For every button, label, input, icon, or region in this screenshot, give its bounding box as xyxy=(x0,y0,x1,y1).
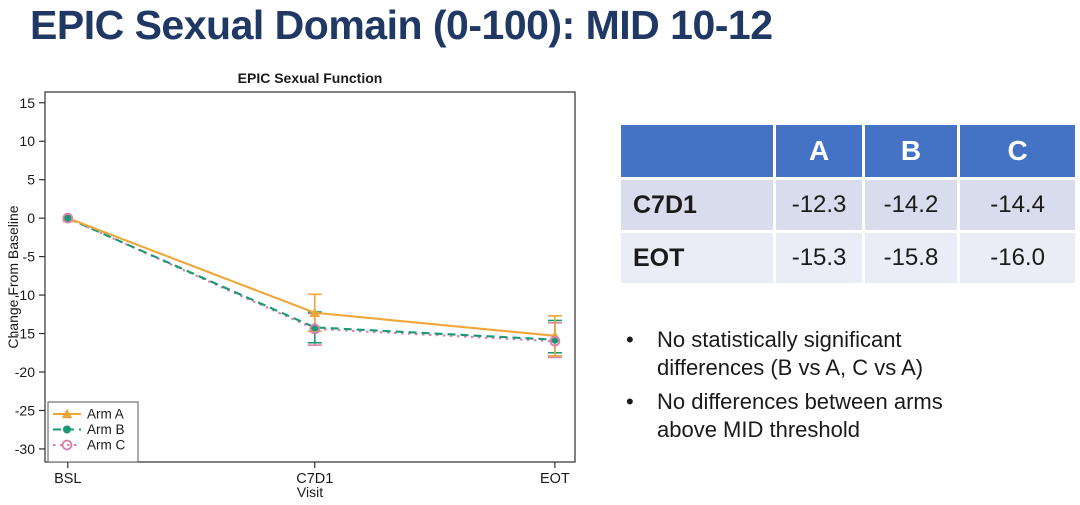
table-row-c7d1: C7D1 -12.3 -14.2 -14.4 xyxy=(621,180,1075,230)
legend-label: Arm B xyxy=(87,422,125,437)
data-point-marker xyxy=(61,439,73,451)
cell-c7d1-a: -12.3 xyxy=(776,180,862,230)
y-tick-label: -20 xyxy=(15,364,35,380)
takeaways-list: No statistically significant differences… xyxy=(618,326,976,444)
y-tick-label: -5 xyxy=(23,249,36,265)
data-point-marker xyxy=(63,214,72,223)
header-col-c: C xyxy=(960,125,1075,177)
table-header-row: A B C xyxy=(621,125,1075,177)
cell-c7d1-b: -14.2 xyxy=(864,180,958,230)
cell-eot-b: -15.8 xyxy=(864,233,958,283)
bullet-significance: No statistically significant differences… xyxy=(624,326,976,382)
series-line-arm-c xyxy=(67,217,555,343)
x-axis-label: Visit xyxy=(297,484,323,500)
data-point-marker xyxy=(309,323,321,335)
y-tick-label: -30 xyxy=(15,441,35,457)
data-point-marker xyxy=(309,307,321,317)
epic-sexual-function-chart: EPIC Sexual Function Change From Baseline… xyxy=(5,70,576,500)
data-point-marker xyxy=(549,335,561,347)
chart-title: EPIC Sexual Function xyxy=(238,70,383,86)
right-panel: A B C C7D1 -12.3 -14.2 -14.4 EOT -15.3 -… xyxy=(618,122,1080,450)
bullet-mid-threshold: No differences between arms above MID th… xyxy=(624,388,976,444)
y-tick-label: 10 xyxy=(19,133,35,149)
y-tick-label: 15 xyxy=(19,95,35,111)
y-tick-label: -10 xyxy=(15,287,35,303)
results-table: A B C C7D1 -12.3 -14.2 -14.4 EOT -15.3 -… xyxy=(618,122,1078,286)
header-corner-cell xyxy=(621,125,774,177)
y-tick-label: 0 xyxy=(27,210,35,226)
legend-box xyxy=(47,401,139,463)
page-title: EPIC Sexual Domain (0-100): MID 10-12 xyxy=(30,2,773,48)
header-col-a: A xyxy=(776,125,862,177)
y-tick-label: -15 xyxy=(15,326,35,342)
x-tick-label: BSL xyxy=(54,471,81,487)
legend-label: Arm C xyxy=(87,438,125,453)
chart-pane: EPIC Sexual Function Change From Baseline… xyxy=(5,70,605,500)
data-point-marker xyxy=(63,425,71,434)
cell-eot-a: -15.3 xyxy=(776,233,862,283)
series-line-arm-a xyxy=(67,217,555,337)
plot-area xyxy=(44,91,576,463)
header-col-b: B xyxy=(864,125,958,177)
series-line-arm-b xyxy=(67,217,555,341)
data-point-marker xyxy=(62,212,74,224)
y-tick-label: -25 xyxy=(15,402,35,418)
row-label-eot: EOT xyxy=(621,233,774,283)
row-label-c7d1: C7D1 xyxy=(621,180,774,230)
x-tick-label: C7D1 xyxy=(296,471,333,487)
table-row-eot: EOT -15.3 -15.8 -16.0 xyxy=(621,233,1075,283)
data-point-marker xyxy=(61,408,73,419)
cell-c7d1-c: -14.4 xyxy=(960,180,1075,230)
legend-label: Arm A xyxy=(87,407,124,422)
y-axis-label: Change From Baseline xyxy=(5,205,21,348)
y-tick-label: 5 xyxy=(27,172,35,188)
x-tick-label: EOT xyxy=(540,471,570,487)
cell-eot-c: -16.0 xyxy=(960,233,1075,283)
